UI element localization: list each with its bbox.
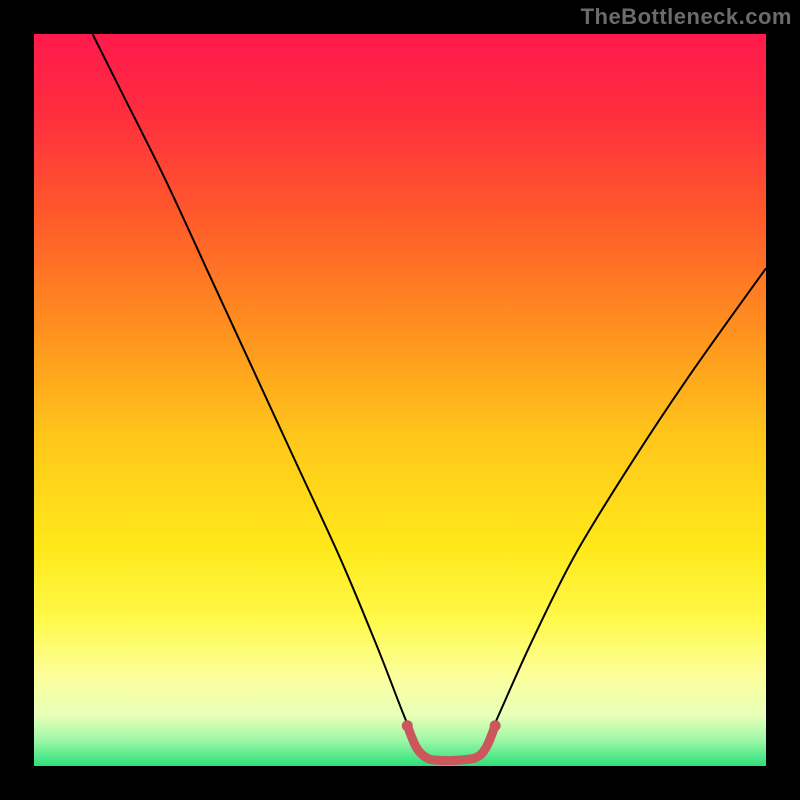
chart-svg bbox=[0, 0, 800, 800]
trough-marker-start-dot bbox=[402, 720, 413, 731]
plot-background bbox=[34, 34, 766, 766]
trough-marker-end-dot bbox=[490, 720, 501, 731]
chart-stage: TheBottleneck.com bbox=[0, 0, 800, 800]
watermark-text: TheBottleneck.com bbox=[581, 4, 792, 30]
